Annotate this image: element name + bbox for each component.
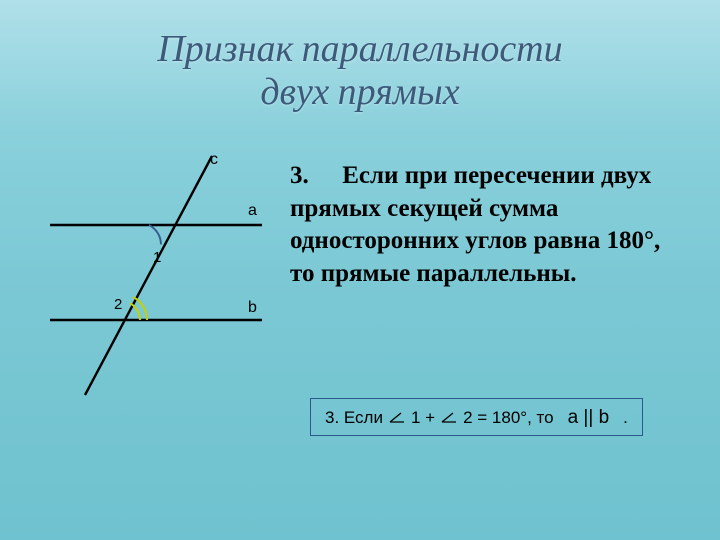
- formula-parallel: a || b: [568, 407, 610, 429]
- geometry-diagram: a b c 1 2: [30, 150, 280, 410]
- formula-box: 3. Если 1 + 2 = 180°, то a || b .: [310, 398, 643, 436]
- angle-icon: [441, 412, 457, 424]
- angle-icon: [389, 412, 405, 424]
- label-angle2: 2: [114, 296, 122, 313]
- formula-prefix: 3. Если: [325, 408, 383, 428]
- line-c: [85, 156, 212, 395]
- title-line-1: Признак параллельности: [157, 27, 562, 71]
- formula-mid1: 1 +: [411, 408, 435, 428]
- formula-suffix: .: [623, 408, 628, 428]
- slide-title: Признак параллельности двух прямых: [0, 0, 720, 113]
- angle1-arc: [149, 225, 161, 244]
- theorem-body: Если при пересечении двух прямых секущей…: [290, 162, 660, 287]
- label-c: c: [210, 151, 218, 168]
- content-area: a b c 1 2 3. Если при пересечении двух п…: [0, 150, 720, 540]
- label-angle1: 1: [153, 249, 161, 266]
- label-b: b: [248, 299, 257, 316]
- theorem-text: 3. Если при пересечении двух прямых секу…: [290, 160, 690, 290]
- formula-mid2: 2 = 180°, то: [463, 408, 554, 428]
- label-a: a: [248, 202, 257, 219]
- title-line-2: двух прямых: [260, 70, 459, 114]
- theorem-number: 3.: [290, 160, 336, 193]
- diagram-svg: a b c 1 2: [30, 150, 280, 410]
